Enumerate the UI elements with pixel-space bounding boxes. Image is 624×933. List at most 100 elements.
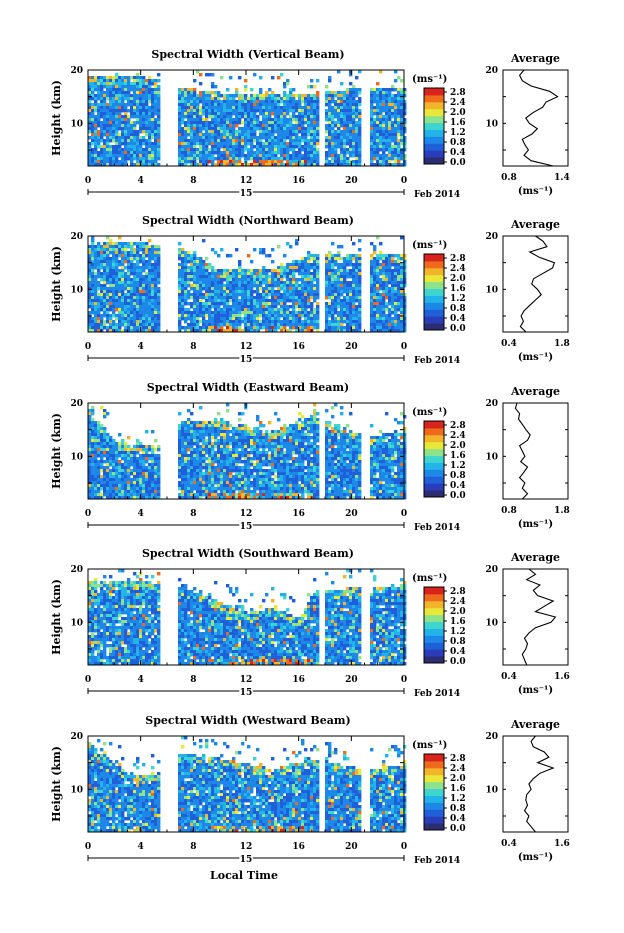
heatmap-cell bbox=[376, 154, 379, 157]
heatmap-cell bbox=[106, 293, 109, 296]
heatmap-cell bbox=[178, 293, 181, 296]
heatmap-cell bbox=[139, 314, 142, 317]
heatmap-cell bbox=[190, 130, 193, 133]
heatmap-cell bbox=[130, 242, 133, 245]
heatmap-cell bbox=[97, 266, 100, 269]
heatmap-cell bbox=[238, 272, 241, 275]
heatmap-cell bbox=[124, 112, 127, 115]
heatmap-cell bbox=[193, 299, 196, 302]
heatmap-cell bbox=[232, 320, 235, 323]
heatmap-cell bbox=[232, 112, 235, 115]
heatmap-cell bbox=[220, 281, 223, 284]
heatmap-cell bbox=[382, 157, 385, 160]
heatmap-cell bbox=[394, 115, 397, 118]
heatmap-cell bbox=[217, 305, 220, 308]
heatmap-cell bbox=[331, 130, 334, 133]
heatmap-cell bbox=[373, 124, 376, 127]
heatmap-cell bbox=[394, 266, 397, 269]
heatmap-cell bbox=[247, 281, 250, 284]
heatmap-cell bbox=[211, 136, 214, 139]
heatmap-cell bbox=[232, 139, 235, 142]
heatmap-cell bbox=[112, 320, 115, 323]
heatmap-cell bbox=[346, 133, 349, 136]
heatmap-cell bbox=[286, 269, 289, 272]
heatmap-cell bbox=[151, 91, 154, 94]
heatmap-cell bbox=[115, 103, 118, 106]
heatmap-cell bbox=[193, 94, 196, 97]
heatmap-cell bbox=[127, 299, 130, 302]
heatmap-cell bbox=[223, 320, 226, 323]
heatmap-cell bbox=[157, 133, 160, 136]
heatmap-cell bbox=[148, 248, 151, 251]
heatmap-cell bbox=[265, 305, 268, 308]
heatmap-cell bbox=[199, 133, 202, 136]
heatmap-cell bbox=[130, 97, 133, 100]
heatmap-cell bbox=[289, 127, 292, 130]
heatmap-cell bbox=[106, 76, 109, 79]
heatmap-cell bbox=[187, 272, 190, 275]
heatmap-cell bbox=[394, 296, 397, 299]
heatmap-cell bbox=[304, 272, 307, 275]
heatmap-cell bbox=[187, 109, 190, 112]
heatmap-cell bbox=[265, 109, 268, 112]
heatmap-cell bbox=[277, 287, 280, 290]
heatmap-cell bbox=[337, 118, 340, 121]
heatmap-cell bbox=[202, 145, 205, 148]
heatmap-cell bbox=[226, 293, 229, 296]
heatmap-cell bbox=[391, 154, 394, 157]
heatmap-cell bbox=[127, 157, 130, 160]
heatmap-cell bbox=[127, 85, 130, 88]
heatmap-cell bbox=[103, 121, 106, 124]
heatmap-cell bbox=[394, 79, 397, 82]
heatmap-cell bbox=[232, 302, 235, 305]
heatmap-cell bbox=[337, 103, 340, 106]
heatmap-cell bbox=[214, 302, 217, 305]
heatmap-cell bbox=[274, 320, 277, 323]
heatmap-cell bbox=[277, 121, 280, 124]
heatmap-cell bbox=[211, 154, 214, 157]
heatmap-cell bbox=[358, 281, 361, 284]
heatmap-cell bbox=[211, 124, 214, 127]
heatmap-cell bbox=[88, 323, 91, 326]
heatmap-cell bbox=[253, 115, 256, 118]
heatmap-cell bbox=[190, 121, 193, 124]
heatmap-cell bbox=[337, 263, 340, 266]
heatmap-cell bbox=[103, 97, 106, 100]
heatmap-cell bbox=[277, 293, 280, 296]
heatmap-cell bbox=[199, 160, 202, 163]
heatmap-cell bbox=[109, 88, 112, 91]
heatmap-cell bbox=[100, 127, 103, 130]
heatmap-cell bbox=[373, 308, 376, 311]
heatmap-cell bbox=[103, 305, 106, 308]
heatmap-cell bbox=[346, 284, 349, 287]
heatmap-cell bbox=[304, 157, 307, 160]
heatmap-cell bbox=[88, 79, 91, 82]
heatmap-cell bbox=[286, 272, 289, 275]
heatmap-cell bbox=[139, 127, 142, 130]
heatmap-cell bbox=[379, 91, 382, 94]
heatmap-cell bbox=[343, 160, 346, 163]
heatmap-cell bbox=[292, 154, 295, 157]
heatmap-cell bbox=[157, 296, 160, 299]
heatmap-cell bbox=[133, 157, 136, 160]
heatmap-cell bbox=[340, 311, 343, 314]
heatmap-cell bbox=[223, 106, 226, 109]
heatmap-cell bbox=[310, 94, 313, 97]
heatmap-cell bbox=[355, 287, 358, 290]
heatmap-cell bbox=[124, 94, 127, 97]
heatmap-cell bbox=[250, 100, 253, 103]
heatmap-cell bbox=[262, 124, 265, 127]
heatmap-cell bbox=[343, 136, 346, 139]
heatmap-cell bbox=[334, 124, 337, 127]
heatmap-cell bbox=[205, 308, 208, 311]
heatmap-cell bbox=[385, 112, 388, 115]
heatmap-cell bbox=[376, 121, 379, 124]
heatmap-cell bbox=[307, 118, 310, 121]
heatmap-cell bbox=[268, 323, 271, 326]
heatmap-cell bbox=[400, 308, 403, 311]
heatmap-cell bbox=[130, 257, 133, 260]
heatmap-cell bbox=[109, 260, 112, 263]
heatmap-cell bbox=[307, 109, 310, 112]
heatmap-cell bbox=[178, 154, 181, 157]
heatmap-cell bbox=[289, 157, 292, 160]
